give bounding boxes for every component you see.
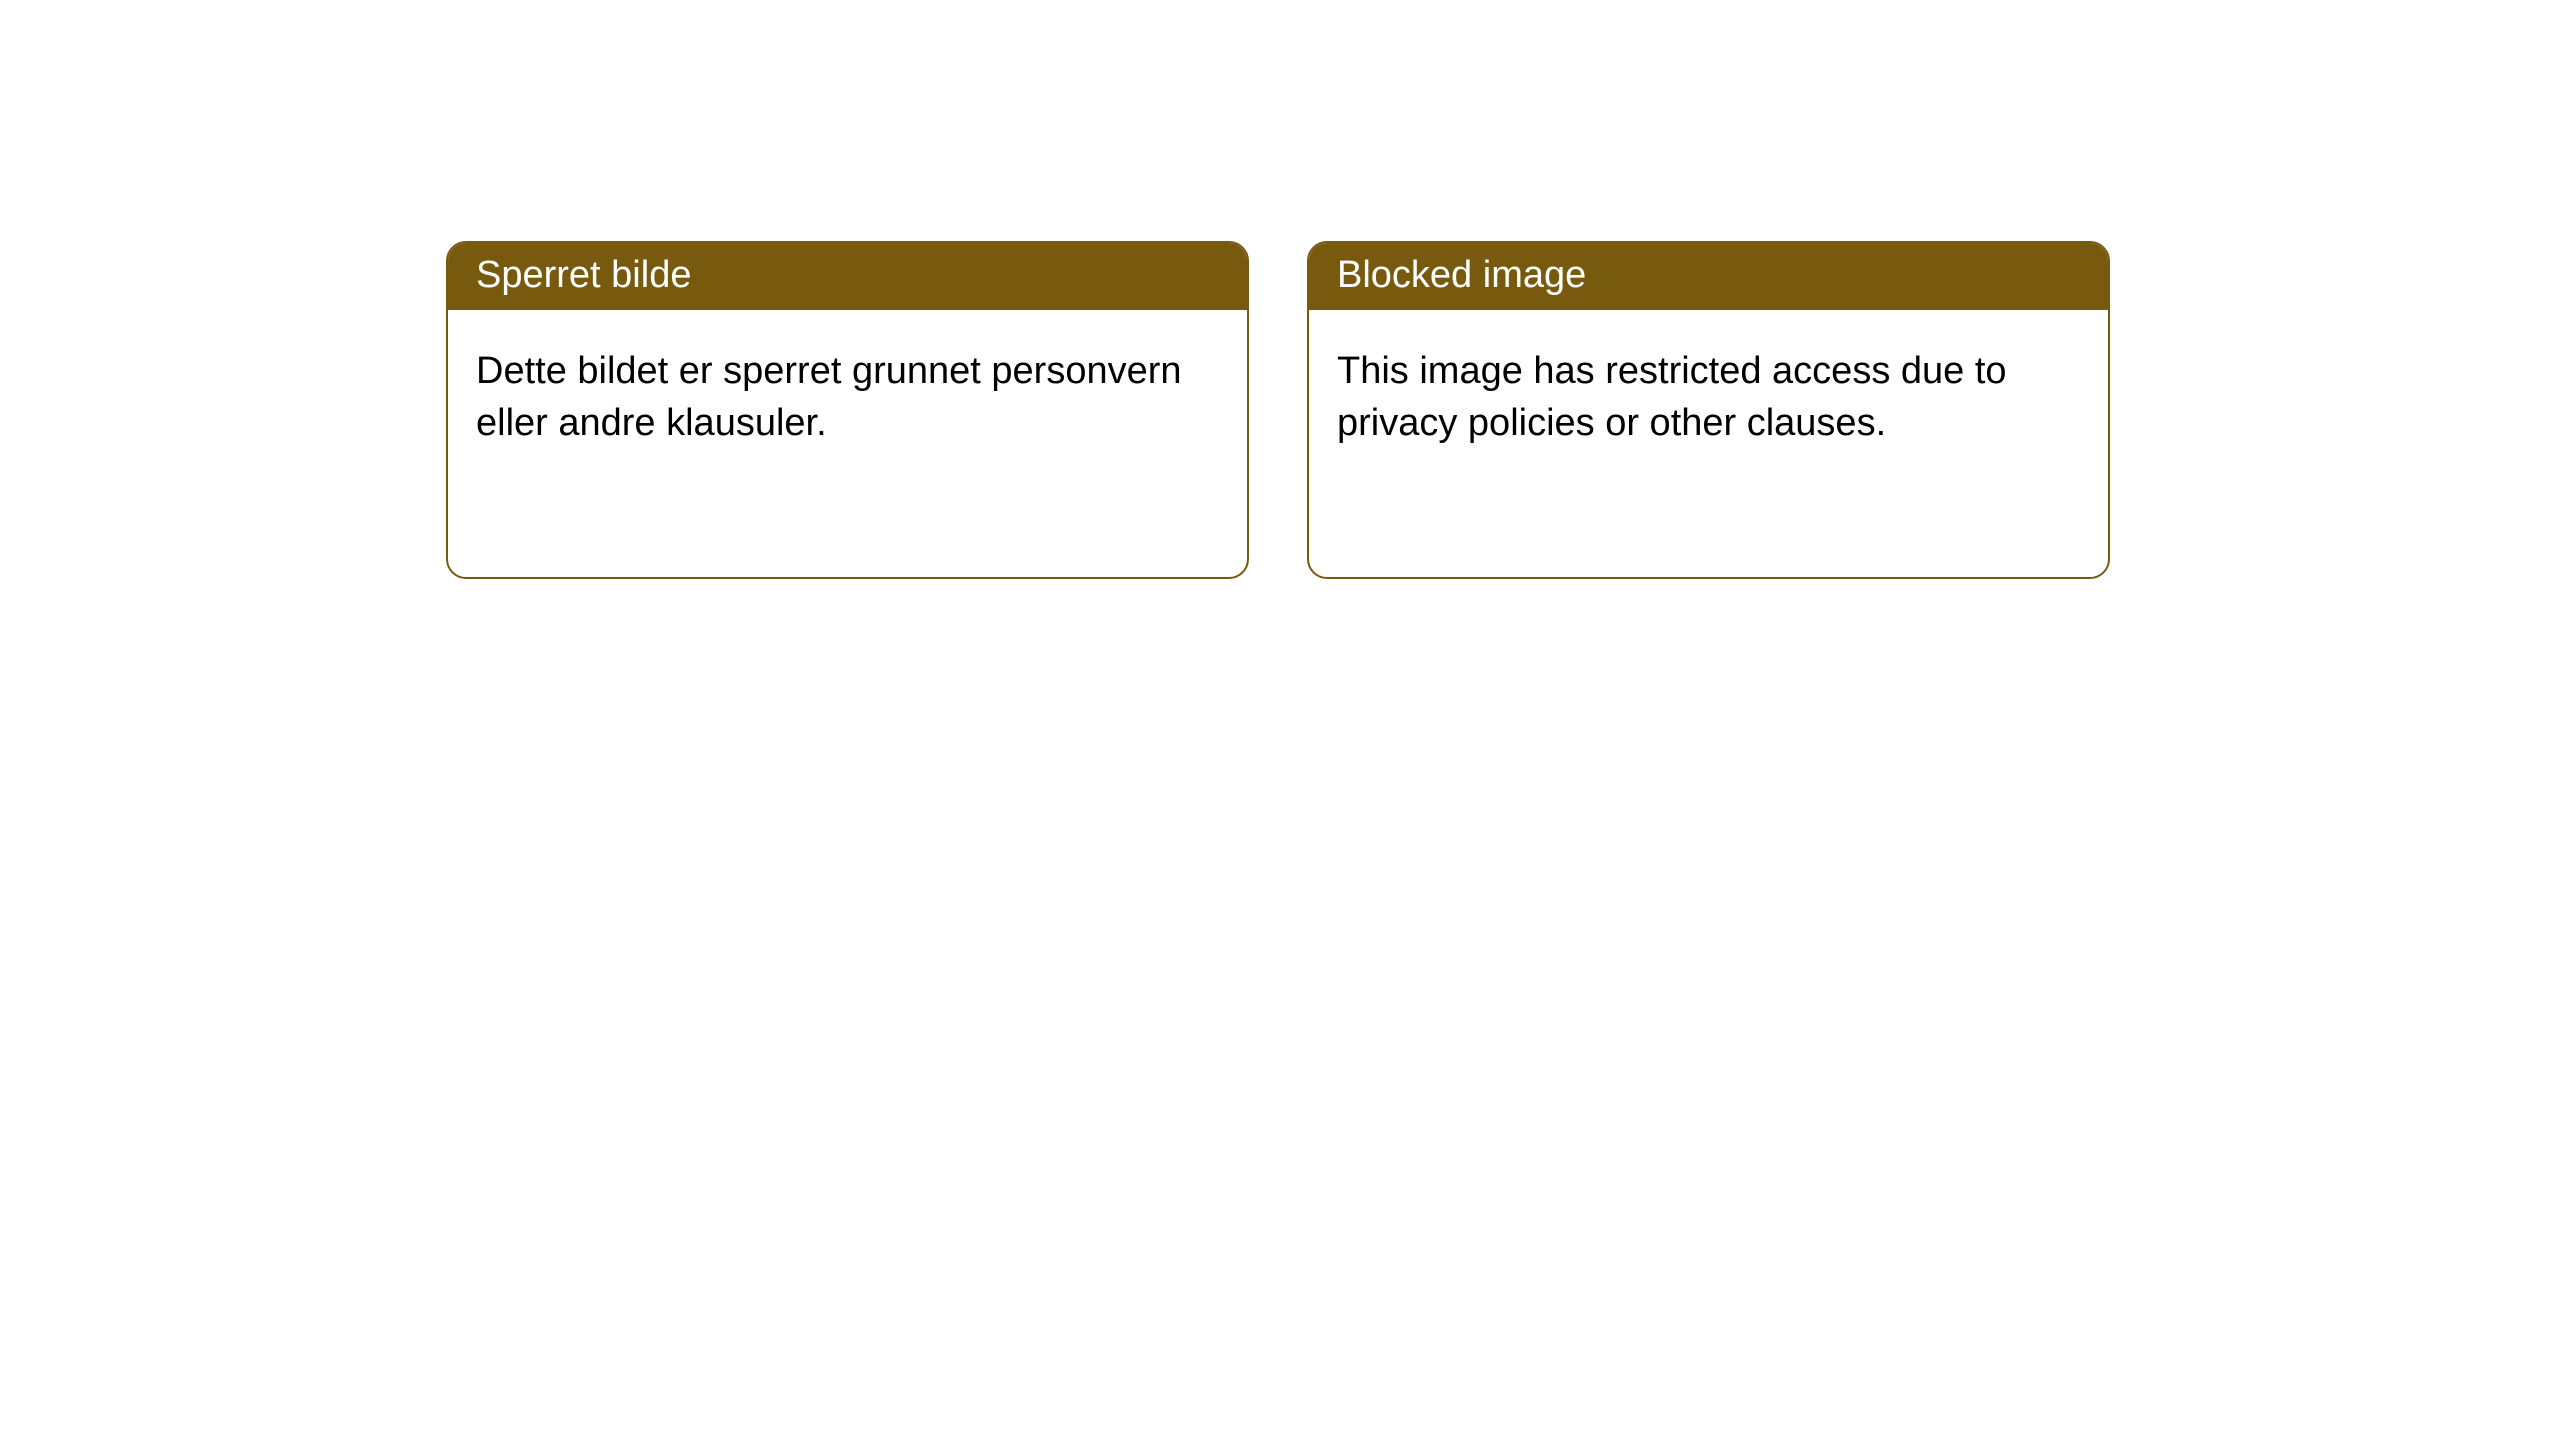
card-body-text: Dette bildet er sperret grunnet personve… <box>476 350 1182 443</box>
card-header: Blocked image <box>1309 243 2108 310</box>
notice-cards-container: Sperret bilde Dette bildet er sperret gr… <box>0 0 2560 579</box>
card-body: This image has restricted access due to … <box>1309 310 2108 485</box>
card-body: Dette bildet er sperret grunnet personve… <box>448 310 1247 485</box>
card-header: Sperret bilde <box>448 243 1247 310</box>
card-title: Blocked image <box>1337 254 1586 296</box>
notice-card-norwegian: Sperret bilde Dette bildet er sperret gr… <box>446 241 1249 579</box>
notice-card-english: Blocked image This image has restricted … <box>1307 241 2110 579</box>
card-body-text: This image has restricted access due to … <box>1337 350 2007 443</box>
card-title: Sperret bilde <box>476 254 691 296</box>
